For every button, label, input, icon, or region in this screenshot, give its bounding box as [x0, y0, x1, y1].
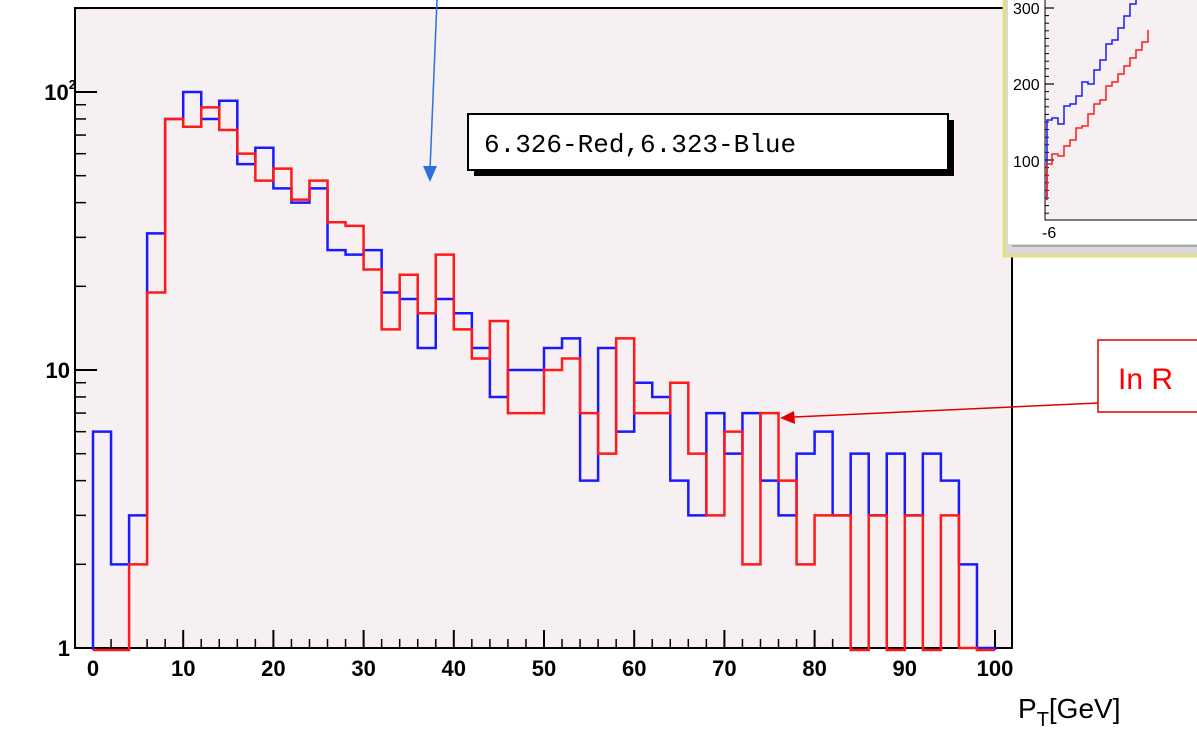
plot-area	[74, 7, 1013, 649]
inset-y-tick-100: 100	[1013, 154, 1040, 171]
left-margin	[0, 0, 75, 735]
y-tick-labels: 1 10 102	[44, 77, 76, 661]
y-tick-label: 1	[58, 636, 70, 661]
inset-plot: 300 200 100 -6	[1002, 0, 1197, 258]
x-tick-labels: 0 10 20 30 40 50 60 70 80 90 100	[87, 656, 1013, 681]
svg-text:PT[GeV]: PT[GeV]	[1018, 693, 1121, 731]
x-axis-label: PT[GeV]	[1018, 693, 1121, 731]
inset-x-tick: -6	[1042, 225, 1056, 242]
red-annotation-arrow	[780, 402, 1099, 424]
inset-y-tick-300: 300	[1013, 1, 1040, 18]
x-tick-label: 30	[351, 656, 375, 681]
x-tick-label: 40	[442, 656, 466, 681]
x-tick-label: 90	[893, 656, 917, 681]
inset-y-tick-200: 200	[1013, 77, 1040, 94]
y-tick-label: 102	[44, 77, 76, 105]
x-tick-label: 10	[171, 656, 195, 681]
legend-text: 6.326-Red,6.323-Blue	[484, 130, 796, 160]
x-tick-label: 20	[261, 656, 285, 681]
x-axis-label-main: P	[1018, 693, 1037, 724]
x-tick-label: 80	[802, 656, 826, 681]
legend-box: 6.326-Red,6.323-Blue	[467, 113, 954, 176]
series-red-histogram	[93, 106, 995, 652]
x-tick-label: 0	[87, 656, 99, 681]
x-tick-label: 70	[712, 656, 736, 681]
x-tick-label: 50	[532, 656, 556, 681]
callout-box: In R	[1097, 339, 1197, 413]
x-tick-label: 100	[977, 656, 1014, 681]
x-axis-label-unit: [GeV]	[1049, 693, 1121, 724]
callout-text: In R	[1118, 363, 1173, 396]
x-tick-label: 60	[622, 656, 646, 681]
y-tick-label: 10	[46, 358, 70, 383]
inset-blue-histogram	[1046, 0, 1137, 200]
blue-annotation-arrow	[423, 0, 438, 182]
inset-red-histogram	[1046, 30, 1149, 200]
x-axis-label-sub: T	[1037, 709, 1049, 731]
